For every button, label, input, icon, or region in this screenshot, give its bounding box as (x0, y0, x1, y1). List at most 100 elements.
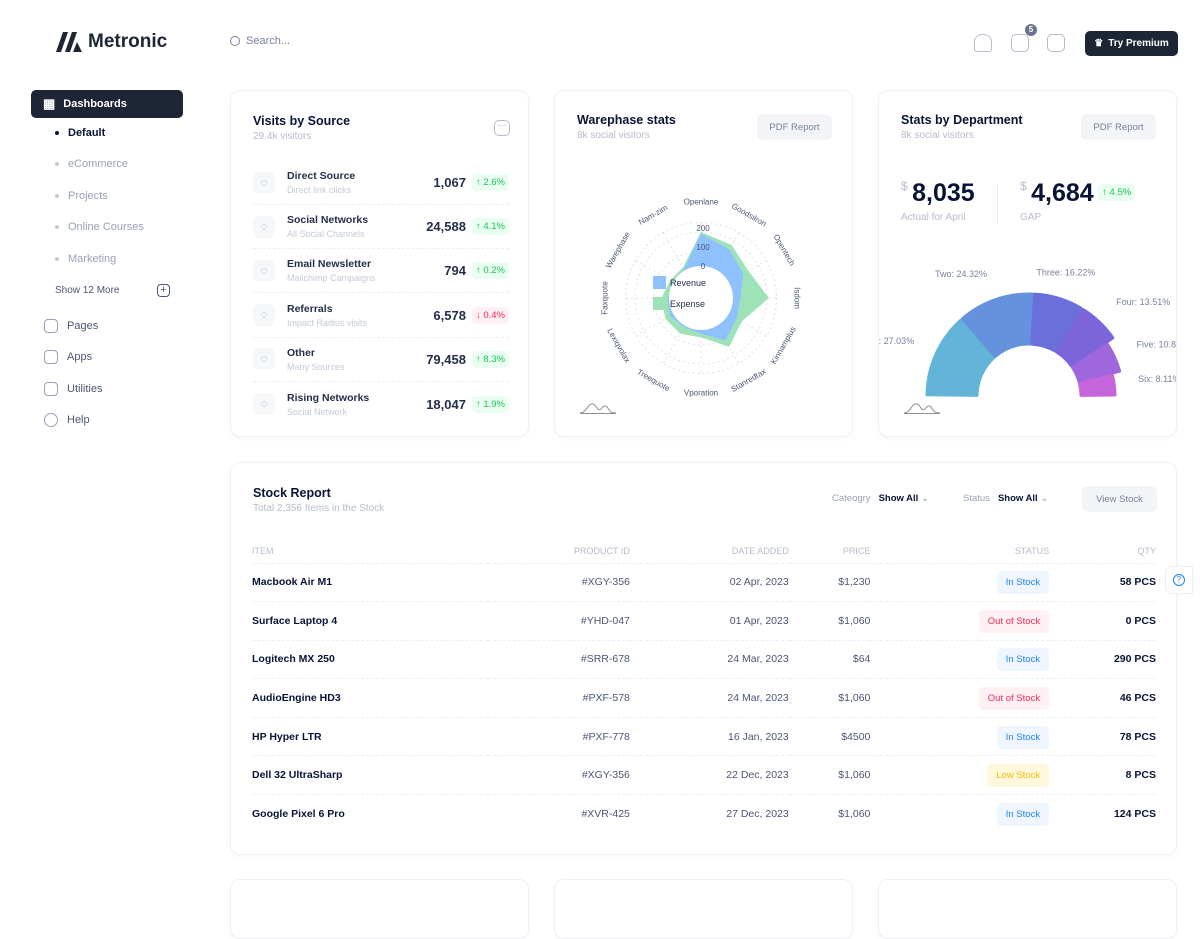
table-row[interactable]: Google Pixel 6 Pro #XVR-425 27 Dec, 2023 $1… (252, 795, 1156, 834)
cell-price: $1,230 (788, 563, 871, 603)
cell-qty: 290 PCS (1049, 640, 1156, 680)
status-cell: In Stock (870, 640, 1050, 680)
cell-item: Dell 32 UltraSharp (252, 755, 488, 796)
sidebar-label: Help (67, 414, 90, 426)
filter-value: Show All (997, 493, 1038, 504)
more-options-icon[interactable]: ··· (494, 120, 510, 136)
show-more-button[interactable]: Show 12 More + (55, 284, 170, 297)
dribbble-icon: ◌ (253, 393, 275, 415)
sidebar-sub-ecommerce[interactable]: eCommerce (55, 158, 128, 170)
sidebar-label: Default (68, 127, 106, 139)
column-header[interactable]: QTY (1049, 540, 1156, 564)
cell-item: HP Hyper LTR (252, 717, 488, 757)
cell-qty: 124 PCS (1113, 808, 1156, 821)
card-subtitle: 8k social visitors (901, 130, 974, 141)
stock-table: ITEM PRODUCT ID DATE ADDED PRICE STATUS QTY Ma… (252, 540, 1156, 833)
cell-item: AudioEngine HD3 (252, 678, 488, 718)
help-button[interactable]: ? (1165, 566, 1193, 594)
category-filter[interactable]: Cateogry Show All ⌄ (832, 493, 929, 504)
stat-value: 4,684 (1031, 179, 1094, 207)
card-title: Warephase stats (577, 113, 676, 127)
cell-qty: 0 PCS (1049, 601, 1156, 641)
try-premium-button[interactable]: ♛ Try Premium (1085, 31, 1178, 56)
brand-logo[interactable]: Metronic (56, 31, 167, 53)
stat-label: GAP (1020, 212, 1042, 223)
stat-value: 8,035 (912, 179, 975, 207)
pdf-report-button[interactable]: PDF Report (1081, 114, 1156, 140)
view-stock-button[interactable]: View Stock (1082, 486, 1157, 512)
slice-label: Three: 16.22% (1036, 268, 1095, 278)
status-badge: In Stock (996, 803, 1050, 827)
table-row[interactable]: Logitech MX 250 #SRR-678 24 Mar, 2023 $64 In… (252, 640, 1156, 680)
sidebar-sub-projects[interactable]: Projects (55, 190, 108, 202)
change-badge: ↓ 0.4% (471, 306, 509, 324)
grid-icon: ▦ (43, 96, 56, 111)
sidebar-item-dashboards[interactable]: ▦ Dashboards (31, 90, 183, 118)
legend-label: Revenue (670, 278, 706, 288)
column-header[interactable]: ITEM (252, 540, 488, 564)
sidebar-item-help[interactable]: Help (44, 413, 90, 427)
cell-product-id: #XVR-425 (581, 808, 630, 821)
cell-product-id: #PXF-578 (487, 678, 630, 718)
sidebar-item-pages[interactable]: Pages (44, 319, 98, 333)
table-row[interactable]: HP Hyper LTR #PXF-778 16 Jan, 2023 $4500 In … (252, 717, 1156, 757)
gap-stat: $ 4,684 ↑ 4.5% GAP (1020, 179, 1136, 223)
bullet-icon (55, 225, 59, 229)
table-row[interactable]: Macbook Air M1 #XGY-356 02 Apr, 2023 $1,230… (252, 563, 1156, 603)
actual-stat: $ 8,035 Actual for April (901, 179, 975, 223)
filter-label: Cateogry (832, 493, 871, 504)
bullet-icon (55, 257, 59, 261)
axis-label: Vporation (684, 389, 718, 398)
column-header[interactable]: STATUS (870, 540, 1050, 564)
stat-label: Actual for April (901, 212, 966, 223)
table-row[interactable]: Dell 32 UltraSharp #XGY-356 22 Dec, 2023 $1… (252, 755, 1156, 796)
cell-item: Surface Laptop 4 (252, 601, 488, 641)
change-badge: ↑ 4.5% (1098, 184, 1136, 201)
axis-label: Isdom (792, 287, 801, 309)
notification-bell-icon[interactable] (974, 34, 992, 52)
warephase-stats-card: Warephase stats 8k social visitors PDF Re… (554, 90, 853, 437)
source-name: Referrals (287, 302, 333, 315)
slice-label: Five: 10.81% (1137, 339, 1177, 349)
source-name: Direct Source (287, 170, 356, 182)
search-placeholder: Search... (246, 35, 291, 47)
axis-label: Treequote (636, 367, 672, 393)
sidebar-item-apps[interactable]: Apps (44, 350, 92, 364)
status-cell: Out of Stock (870, 678, 1050, 718)
table-row[interactable]: AudioEngine HD3 #PXF-578 24 Mar, 2023 $1,06… (252, 678, 1156, 718)
currency: $ (1020, 179, 1027, 193)
grid-ring (625, 222, 777, 374)
sidebar-sub-marketing[interactable]: Marketing (55, 253, 116, 265)
status-cell: In Stock (870, 717, 1050, 757)
source-value: 1,067 (433, 175, 466, 190)
search-input[interactable]: Search... (230, 35, 290, 47)
apps-icon (44, 350, 58, 364)
column-header[interactable]: PRICE (788, 540, 871, 564)
settings-icon[interactable] (1047, 34, 1065, 52)
status-badge: In Stock (996, 725, 1050, 749)
column-header[interactable]: DATE ADDED (629, 540, 789, 564)
source-name: Email Newsletter (287, 258, 372, 271)
sidebar-sub-online-courses[interactable]: Online Courses (55, 221, 144, 233)
slice-label: Two: 24.32% (935, 269, 987, 279)
gauge-slice (1030, 292, 1083, 353)
axis-label: Nam-zim (637, 203, 670, 227)
source-desc: Direct link clicks (287, 185, 352, 195)
cell-price: $1,060 (788, 678, 871, 718)
sidebar-item-utilities[interactable]: Utilities (44, 382, 102, 396)
axis-label: Openlane (684, 198, 719, 207)
pdf-report-button[interactable]: PDF Report (757, 114, 832, 140)
source-value: 79,458 (426, 351, 466, 367)
messages-icon[interactable] (1011, 34, 1029, 52)
sidebar-sub-default[interactable]: Default (55, 127, 105, 139)
visit-source-row: ◌ Other Many Sources 79,458 ↑ 8.3% (253, 338, 509, 382)
axis-label: Opentech (771, 233, 796, 268)
change-badge: ↑ 0.2% (471, 262, 509, 280)
tick-label: 100 (696, 243, 710, 252)
column-header[interactable]: PRODUCT ID (487, 540, 630, 564)
status-filter[interactable]: Status Show All ⌄ (963, 493, 1048, 504)
table-row[interactable]: Surface Laptop 4 #YHD-047 01 Apr, 2023 $1,0… (252, 601, 1156, 641)
cell-date-added: 16 Jan, 2023 (629, 717, 789, 757)
cell-qty: 8 PCS (1049, 755, 1156, 796)
cell-item: Macbook Air M1 (252, 563, 488, 603)
